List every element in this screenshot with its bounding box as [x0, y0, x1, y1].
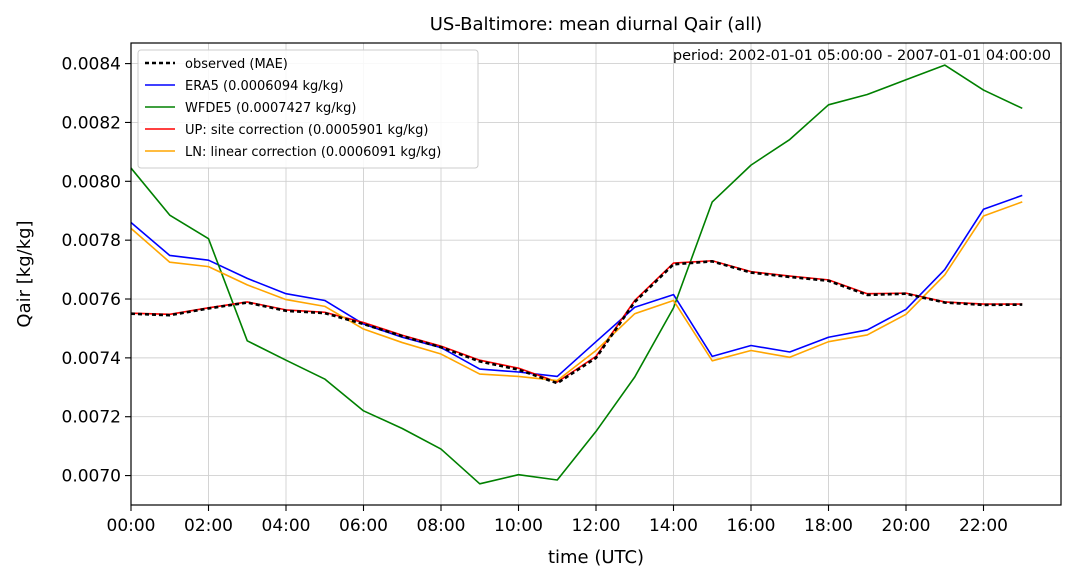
y-axis-title: Qair [kg/kg]	[14, 220, 35, 327]
y-tick-label: 0.0076	[62, 290, 121, 310]
x-tick-label: 18:00	[804, 516, 853, 536]
series-line-1	[130, 64, 1023, 485]
x-tick-label: 00:00	[107, 516, 156, 536]
legend-label-4: observed (MAE)	[185, 57, 288, 72]
axes: 00:00 02:00 04:00 06:00 08:00 10:00 12:00 14:00…	[62, 42, 1062, 536]
x-tick-label: 02:00	[184, 516, 233, 536]
legend-label-3: LN: linear correction (0.0006091 kg/kg)	[185, 145, 441, 160]
y-tick-label: 0.0078	[62, 231, 121, 251]
x-tick-label: 10:00	[494, 516, 543, 536]
x-tick-label: 08:00	[417, 516, 466, 536]
x-tick-label: 06:00	[339, 516, 388, 536]
x-tick-label: 16:00	[727, 516, 776, 536]
x-tick-label: 20:00	[882, 516, 931, 536]
series-lines	[130, 64, 1023, 485]
y-tick-label: 0.0080	[62, 172, 121, 192]
y-tick-label: 0.0074	[62, 349, 121, 369]
y-tick-label: 0.0082	[62, 113, 121, 133]
x-tick-label: 04:00	[262, 516, 311, 536]
y-tick-label: 0.0084	[62, 55, 121, 75]
y-tick-label: 0.0070	[62, 467, 121, 487]
legend-label-2: UP: site correction (0.0005901 kg/kg)	[185, 123, 428, 138]
chart-title: US-Baltimore: mean diurnal Qair (all)	[430, 14, 763, 35]
x-tick-label: 22:00	[959, 516, 1008, 536]
legend-box	[137, 49, 479, 169]
series-line-3	[130, 201, 1023, 382]
legend-label-0: ERA5 (0.0006094 kg/kg)	[185, 79, 344, 94]
grid	[130, 43, 1061, 505]
legend: observed (MAE) ERA5 (0.0006094 kg/kg) WFDE…	[137, 49, 479, 169]
series-line-2	[130, 259, 1023, 383]
series-line-4	[130, 260, 1023, 385]
series-line-0	[130, 194, 1023, 378]
y-tick-label: 0.0072	[62, 408, 121, 428]
x-tick-label: 14:00	[649, 516, 698, 536]
legend-label-1: WFDE5 (0.0007427 kg/kg)	[185, 101, 356, 116]
x-tick-label: 12:00	[572, 516, 621, 536]
period-annotation: period: 2002-01-01 05:00:00 - 2007-01-01…	[673, 48, 1051, 64]
x-axis-title: time (UTC)	[548, 547, 644, 568]
